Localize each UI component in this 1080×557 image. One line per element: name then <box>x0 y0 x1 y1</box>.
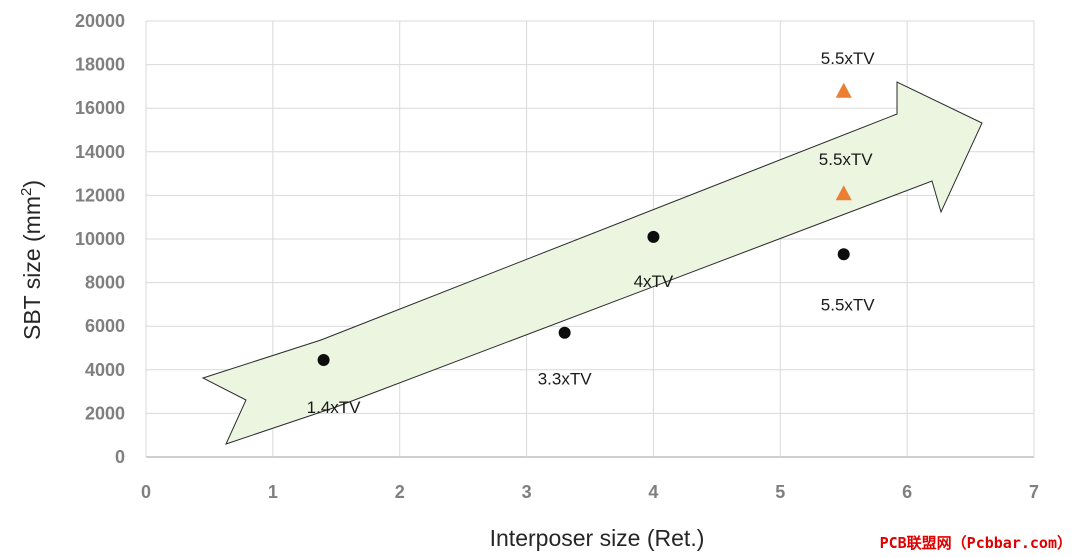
watermark: PCB联盟网（Pcbbar.com） <box>879 534 1072 552</box>
x-tick-label: 3 <box>522 482 532 502</box>
circle-data-point <box>558 326 571 339</box>
y-axis-title-close: ) <box>19 180 45 188</box>
data-point-labels: 1.4xTV 3.3xTV 4xTV 5.5xTV 5.5xTV 5.5xTV <box>307 49 876 417</box>
y-axis-title: SBT size (mm2) <box>18 180 45 340</box>
x-axis-title: Interposer size (Ret.) <box>490 525 705 551</box>
y-tick-label: 20000 <box>75 11 125 31</box>
y-tick-label: 4000 <box>85 360 125 380</box>
triangle-data-point <box>835 185 852 201</box>
data-point-label: 5.5xTV <box>821 49 876 68</box>
triangle-data-point <box>835 82 852 98</box>
x-tick-label: 0 <box>141 482 151 502</box>
y-tick-label: 16000 <box>75 98 125 118</box>
y-tick-label: 10000 <box>75 229 125 249</box>
y-tick-label: 18000 <box>75 55 125 75</box>
circle-data-point <box>317 353 330 366</box>
x-tick-label: 6 <box>902 482 912 502</box>
data-points <box>317 82 852 366</box>
data-point-label: 5.5xTV <box>821 295 876 314</box>
data-point-label: 1.4xTV <box>307 398 362 417</box>
x-tick-label: 5 <box>775 482 785 502</box>
y-axis-title-superscript: 2 <box>18 188 35 196</box>
y-tick-label: 2000 <box>85 403 125 423</box>
trend-arrow <box>201 81 983 445</box>
data-point-label: 4xTV <box>634 272 674 291</box>
x-tick-label: 7 <box>1029 482 1039 502</box>
y-tick-label: 6000 <box>85 316 125 336</box>
x-tick-label: 4 <box>648 482 658 502</box>
circle-data-point <box>647 230 660 243</box>
y-axis-title-main: SBT size (mm <box>19 196 45 340</box>
y-tick-labels: 0 2000 4000 6000 8000 10000 12000 14000 16000 180… <box>75 11 125 467</box>
y-tick-label: 8000 <box>85 273 125 293</box>
y-tick-label: 0 <box>115 447 125 467</box>
data-point-label: 3.3xTV <box>538 370 593 389</box>
x-tick-labels: 0 1 2 3 4 5 6 7 <box>141 482 1039 502</box>
circle-data-point <box>837 248 850 261</box>
data-point-label: 5.5xTV <box>819 150 874 169</box>
x-tick-label: 1 <box>268 482 278 502</box>
y-tick-label: 12000 <box>75 185 125 205</box>
x-tick-label: 2 <box>395 482 405 502</box>
y-tick-label: 14000 <box>75 142 125 162</box>
